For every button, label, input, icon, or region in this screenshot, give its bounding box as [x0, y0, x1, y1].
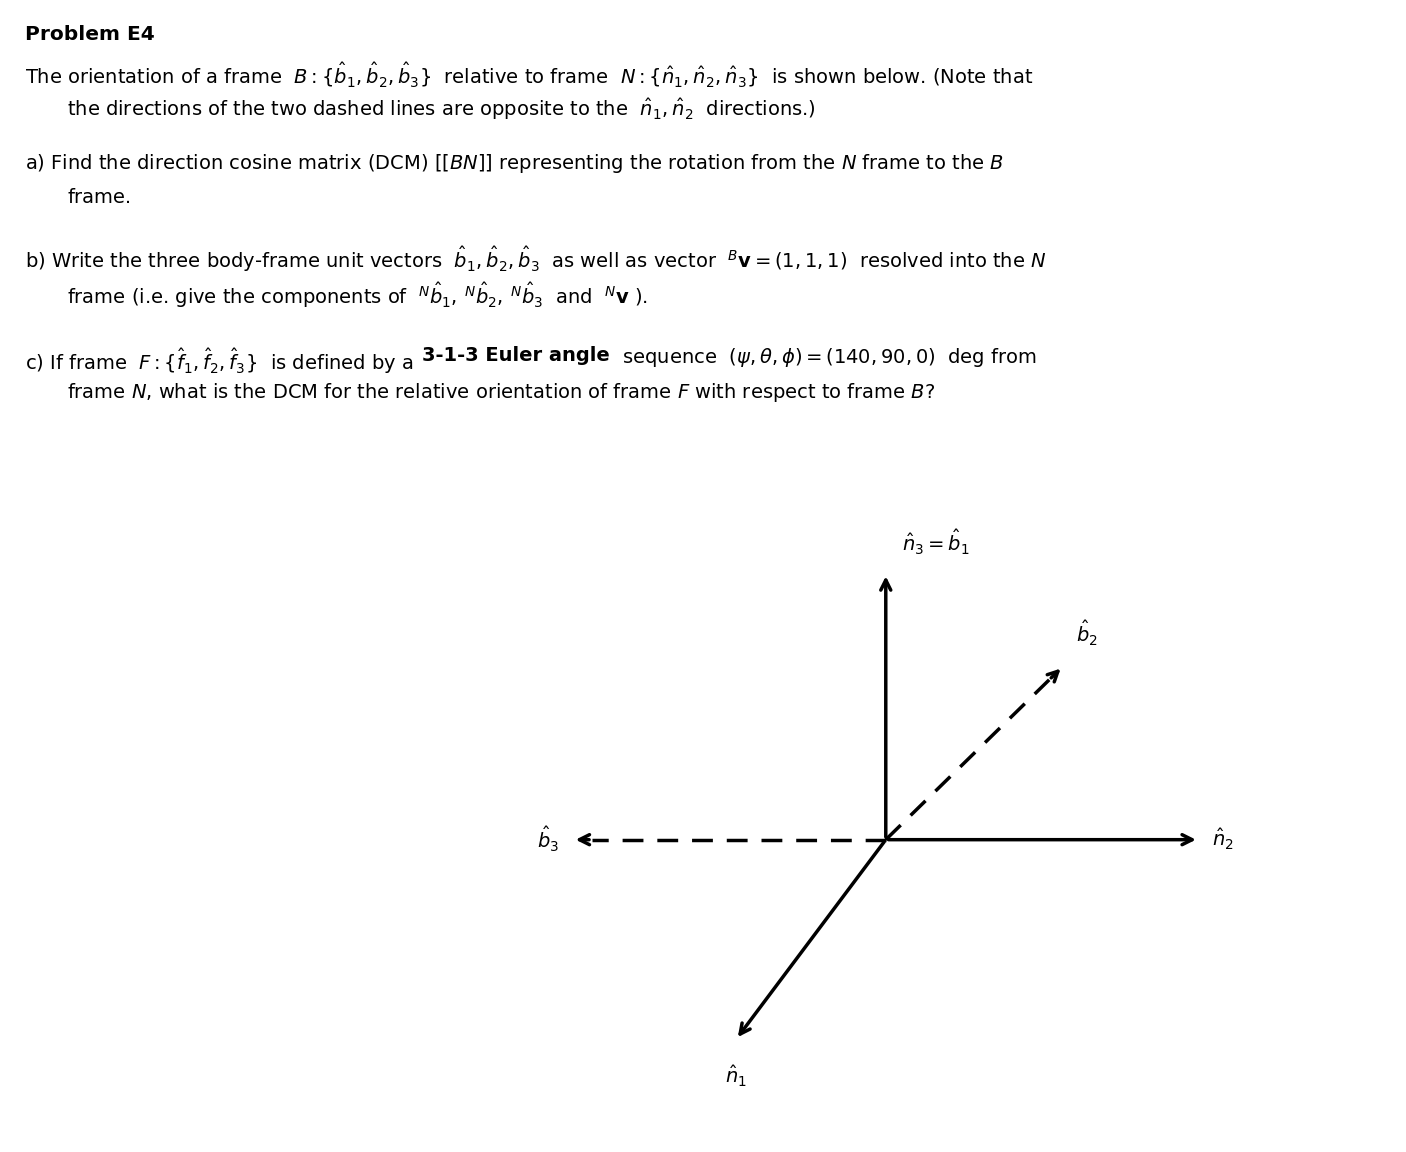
Text: frame $\mathit{N}$, what is the DCM for the relative orientation of frame $\math: frame $\mathit{N}$, what is the DCM for …	[67, 381, 936, 404]
Text: b) Write the three body-frame unit vectors  $\hat{b}_1,\hat{b}_2,\hat{b}_3$  as : b) Write the three body-frame unit vecto…	[25, 244, 1047, 274]
Text: $\hat{n}_2$: $\hat{n}_2$	[1212, 827, 1234, 852]
Text: frame.: frame.	[67, 188, 132, 206]
Text: $\hat{b}_3$: $\hat{b}_3$	[537, 825, 560, 855]
Text: sequence  $(\psi, \theta, \phi) = (140,90,0)$  deg from: sequence $(\psi, \theta, \phi) = (140,90…	[610, 346, 1036, 369]
Text: frame (i.e. give the components of  ${}^{N}\hat{b}_1,\, {}^{N}\hat{b}_2,\, {}^{N: frame (i.e. give the components of ${}^{…	[67, 280, 648, 310]
Text: a) Find the direction cosine matrix (DCM) [$[\mathit{BN}]$] representing the rot: a) Find the direction cosine matrix (DCM…	[25, 152, 1004, 175]
Text: $\hat{n}_3 = \hat{b}_1$: $\hat{n}_3 = \hat{b}_1$	[903, 529, 970, 558]
Text: $\hat{n}_1$: $\hat{n}_1$	[725, 1063, 747, 1089]
Text: Problem E4: Problem E4	[25, 25, 155, 44]
Text: c) If frame  $\mathit{F}{:}\{\hat{f}_1,\hat{f}_2,\hat{f}_3\}$  is defined by a: c) If frame $\mathit{F}{:}\{\hat{f}_1,\h…	[25, 346, 422, 376]
Text: the directions of the two dashed lines are opposite to the  $\hat{n}_1,\hat{n}_2: the directions of the two dashed lines a…	[67, 96, 817, 122]
Text: $\hat{b}_2$: $\hat{b}_2$	[1076, 619, 1098, 647]
Text: The orientation of a frame  $\mathit{B}{:}\{\hat{b}_1,\hat{b}_2,\hat{b}_3\}$  re: The orientation of a frame $\mathit{B}{:…	[25, 60, 1033, 89]
Text: 3-1-3 Euler angle: 3-1-3 Euler angle	[422, 346, 610, 364]
